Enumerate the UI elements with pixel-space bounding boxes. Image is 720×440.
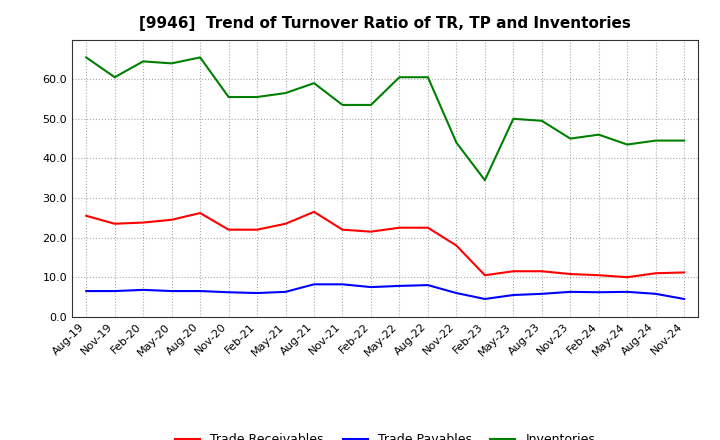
Trade Payables xyxy=(282,289,290,294)
Trade Receivables xyxy=(423,225,432,231)
Trade Payables xyxy=(652,291,660,297)
Trade Payables xyxy=(623,289,631,294)
Inventories xyxy=(452,140,461,145)
Trade Receivables xyxy=(452,243,461,248)
Trade Payables xyxy=(509,292,518,297)
Trade Payables xyxy=(423,282,432,288)
Trade Payables xyxy=(225,290,233,295)
Trade Receivables xyxy=(196,210,204,216)
Inventories xyxy=(595,132,603,137)
Line: Inventories: Inventories xyxy=(86,57,684,180)
Line: Trade Receivables: Trade Receivables xyxy=(86,212,684,277)
Trade Payables xyxy=(139,287,148,293)
Trade Payables xyxy=(253,290,261,296)
Inventories xyxy=(196,55,204,60)
Trade Payables xyxy=(110,289,119,294)
Inventories xyxy=(623,142,631,147)
Title: [9946]  Trend of Turnover Ratio of TR, TP and Inventories: [9946] Trend of Turnover Ratio of TR, TP… xyxy=(139,16,631,32)
Trade Payables xyxy=(537,291,546,297)
Trade Receivables xyxy=(595,272,603,278)
Trade Payables xyxy=(366,284,375,290)
Trade Payables xyxy=(82,289,91,294)
Trade Receivables xyxy=(652,271,660,276)
Inventories xyxy=(395,74,404,80)
Trade Payables xyxy=(566,289,575,294)
Trade Receivables xyxy=(566,271,575,277)
Inventories xyxy=(509,116,518,121)
Trade Receivables xyxy=(537,268,546,274)
Inventories xyxy=(253,94,261,99)
Inventories xyxy=(680,138,688,143)
Inventories xyxy=(566,136,575,141)
Inventories xyxy=(282,90,290,95)
Trade Receivables xyxy=(225,227,233,232)
Trade Receivables xyxy=(338,227,347,232)
Inventories xyxy=(110,74,119,80)
Legend: Trade Receivables, Trade Payables, Inventories: Trade Receivables, Trade Payables, Inven… xyxy=(170,429,600,440)
Inventories xyxy=(139,59,148,64)
Trade Receivables xyxy=(509,268,518,274)
Trade Receivables xyxy=(366,229,375,234)
Trade Receivables xyxy=(395,225,404,231)
Inventories xyxy=(310,81,318,86)
Inventories xyxy=(167,61,176,66)
Trade Payables xyxy=(167,289,176,294)
Trade Receivables xyxy=(110,221,119,226)
Trade Payables xyxy=(395,283,404,289)
Trade Receivables xyxy=(623,275,631,280)
Trade Payables xyxy=(310,282,318,287)
Trade Receivables xyxy=(82,213,91,218)
Trade Payables xyxy=(338,282,347,287)
Trade Payables xyxy=(196,289,204,294)
Trade Receivables xyxy=(310,209,318,214)
Trade Receivables xyxy=(253,227,261,232)
Trade Payables xyxy=(595,290,603,295)
Trade Payables xyxy=(480,297,489,302)
Trade Receivables xyxy=(680,270,688,275)
Inventories xyxy=(480,177,489,183)
Line: Trade Payables: Trade Payables xyxy=(86,284,684,299)
Inventories xyxy=(366,102,375,107)
Trade Receivables xyxy=(167,217,176,222)
Trade Receivables xyxy=(139,220,148,225)
Inventories xyxy=(225,94,233,99)
Trade Receivables xyxy=(282,221,290,226)
Inventories xyxy=(537,118,546,123)
Trade Payables xyxy=(680,297,688,302)
Trade Payables xyxy=(452,290,461,296)
Trade Receivables xyxy=(480,272,489,278)
Inventories xyxy=(423,74,432,80)
Inventories xyxy=(82,55,91,60)
Inventories xyxy=(338,102,347,107)
Inventories xyxy=(652,138,660,143)
